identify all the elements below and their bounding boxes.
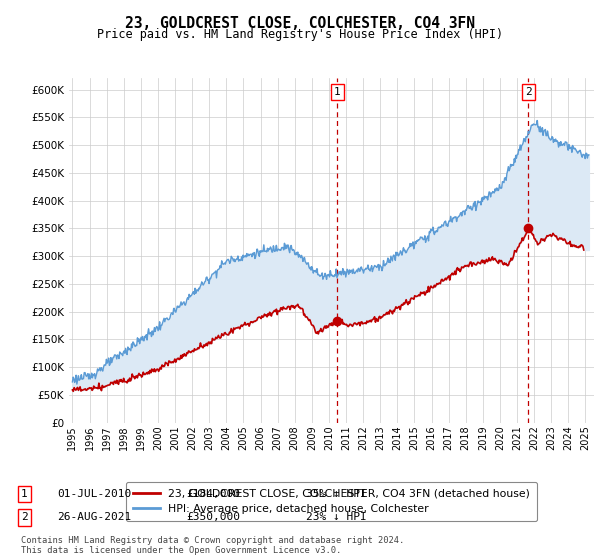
Text: 1: 1 bbox=[334, 87, 341, 97]
Text: 23% ↓ HPI: 23% ↓ HPI bbox=[306, 512, 367, 522]
Text: 35% ↓ HPI: 35% ↓ HPI bbox=[306, 489, 367, 499]
Text: 26-AUG-2021: 26-AUG-2021 bbox=[57, 512, 131, 522]
Text: 2: 2 bbox=[525, 87, 532, 97]
Text: 1: 1 bbox=[21, 489, 28, 499]
Text: £350,000: £350,000 bbox=[186, 512, 240, 522]
Text: Price paid vs. HM Land Registry's House Price Index (HPI): Price paid vs. HM Land Registry's House … bbox=[97, 28, 503, 41]
Legend: 23, GOLDCREST CLOSE, COLCHESTER, CO4 3FN (detached house), HPI: Average price, d: 23, GOLDCREST CLOSE, COLCHESTER, CO4 3FN… bbox=[126, 482, 537, 521]
Text: 2: 2 bbox=[21, 512, 28, 522]
Text: Contains HM Land Registry data © Crown copyright and database right 2024.
This d: Contains HM Land Registry data © Crown c… bbox=[21, 536, 404, 555]
Text: 23, GOLDCREST CLOSE, COLCHESTER, CO4 3FN: 23, GOLDCREST CLOSE, COLCHESTER, CO4 3FN bbox=[125, 16, 475, 31]
Text: 01-JUL-2010: 01-JUL-2010 bbox=[57, 489, 131, 499]
Text: £184,000: £184,000 bbox=[186, 489, 240, 499]
